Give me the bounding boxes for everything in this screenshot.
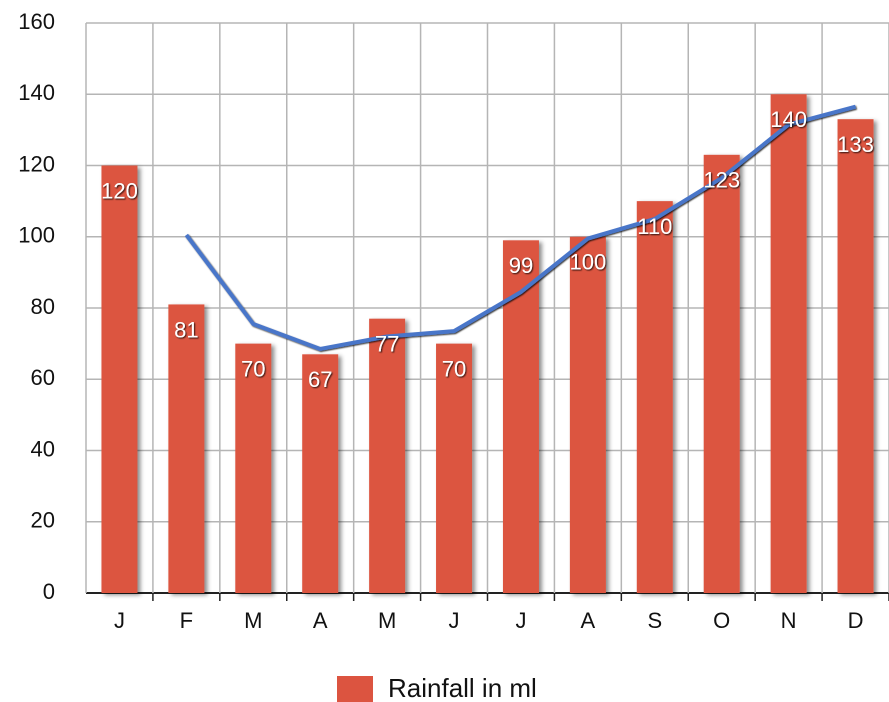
y-tick-label: 100 — [18, 223, 55, 248]
x-tick-label: F — [180, 608, 193, 633]
x-tick-label: M — [378, 608, 396, 633]
data-label: 67 — [308, 367, 332, 392]
y-tick-label: 0 — [43, 579, 55, 604]
x-tick-label: D — [848, 608, 864, 633]
y-tick-label: 80 — [31, 294, 55, 319]
y-tick-label: 160 — [18, 9, 55, 34]
bar — [302, 354, 339, 593]
bar — [837, 119, 874, 593]
bar — [569, 236, 606, 593]
data-label: 110 — [637, 214, 672, 239]
bar — [168, 304, 205, 593]
data-label: 140 — [770, 107, 807, 132]
data-label: 99 — [509, 253, 533, 278]
data-label: 70 — [442, 356, 466, 381]
bar — [235, 343, 272, 593]
data-label: 70 — [241, 356, 265, 381]
bar — [101, 165, 138, 593]
bar — [703, 154, 740, 593]
data-label: 81 — [174, 317, 198, 342]
x-tick-label: J — [515, 608, 526, 633]
bar — [770, 94, 807, 593]
x-tick-label: O — [713, 608, 730, 633]
lines — [184, 104, 857, 351]
data-label: 77 — [375, 332, 399, 357]
data-label: 133 — [837, 132, 874, 157]
legend-label: Rainfall in ml — [388, 673, 537, 702]
bar — [369, 318, 406, 593]
y-tick-label: 60 — [31, 365, 55, 390]
y-tick-label: 20 — [31, 508, 55, 533]
data-label: 100 — [570, 250, 607, 275]
bars — [101, 94, 874, 593]
x-tick-label: M — [244, 608, 262, 633]
grid — [85, 22, 889, 601]
labels: 0 20 40 60 80 100 120 140 160 J F M A M J J A S O N D 120 81 70… — [18, 9, 874, 702]
y-tick-label: 140 — [18, 80, 55, 105]
bar — [436, 343, 473, 593]
x-tick-label: A — [313, 608, 328, 633]
x-tick-label: A — [581, 608, 596, 633]
data-label: 120 — [101, 178, 138, 203]
x-tick-label: J — [114, 608, 125, 633]
y-tick-label: 40 — [31, 436, 55, 461]
x-tick-label: S — [647, 608, 662, 633]
x-tick-label: N — [781, 608, 797, 633]
data-label: 123 — [703, 168, 740, 193]
y-tick-label: 120 — [18, 151, 55, 176]
legend-swatch — [337, 676, 373, 702]
bar — [636, 201, 673, 593]
x-tick-label: J — [449, 608, 460, 633]
trend-line — [184, 104, 857, 351]
